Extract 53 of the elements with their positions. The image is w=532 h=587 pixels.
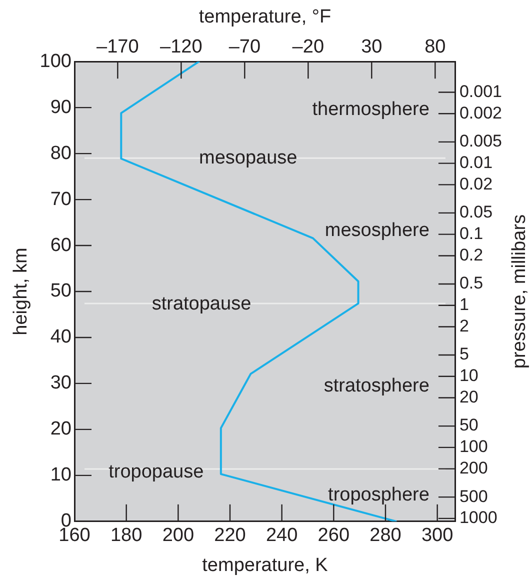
x2-tick-label: –120 bbox=[160, 36, 202, 58]
x-axis-title: temperature, K bbox=[202, 554, 328, 576]
y-tick-label: 60 bbox=[50, 234, 72, 256]
y-tick-label: 50 bbox=[50, 280, 72, 302]
x2-tick-label: –20 bbox=[292, 36, 324, 58]
annotation: stratopause bbox=[152, 294, 252, 315]
x-tick-label: 180 bbox=[110, 525, 142, 546]
y2-tick-label: 0.01 bbox=[459, 152, 493, 172]
x2-tick-label: 80 bbox=[424, 36, 446, 58]
y2-tick-label: 50 bbox=[459, 416, 478, 435]
y2-tick-label: 0.2 bbox=[459, 245, 484, 264]
x2-tick-label: 30 bbox=[361, 36, 382, 58]
y-tick-label: 90 bbox=[50, 96, 72, 118]
y2-tick-label: 0.005 bbox=[459, 132, 502, 151]
y2-tick-label: 500 bbox=[459, 486, 488, 506]
y-tick-label: 20 bbox=[50, 418, 72, 440]
y2-tick-label: 0.1 bbox=[459, 224, 484, 244]
annotation: tropopause bbox=[108, 461, 204, 482]
y-tick-label: 30 bbox=[50, 372, 72, 394]
x-tick-label: 200 bbox=[162, 525, 194, 546]
y-tick-label: 70 bbox=[50, 188, 72, 210]
y2-tick-label: 0.02 bbox=[459, 174, 493, 194]
y-tick-label: 80 bbox=[50, 142, 72, 164]
annotation: stratosphere bbox=[324, 375, 430, 396]
y2-tick-label: 2 bbox=[459, 316, 469, 336]
y2-tick-label: 200 bbox=[459, 458, 488, 478]
x2-tick-label: –170 bbox=[96, 36, 139, 58]
y2-tick-label: 5 bbox=[459, 344, 469, 364]
y2-tick-label: 20 bbox=[459, 387, 478, 406]
y2-tick-label: 1000 bbox=[459, 508, 498, 528]
annotation: mesopause bbox=[199, 147, 298, 168]
annotation: troposphere bbox=[328, 484, 430, 506]
x-tick-label: 240 bbox=[266, 525, 298, 546]
x2-axis-title: temperature, °F bbox=[198, 6, 332, 28]
y2-tick-label: 0.05 bbox=[459, 202, 493, 222]
y-axis-title: height, km bbox=[10, 248, 32, 336]
y2-tick-label: 1 bbox=[459, 295, 469, 314]
y2-tick-label: 0.001 bbox=[459, 82, 502, 101]
y2-tick-label: 0.5 bbox=[459, 274, 484, 293]
y-tick-label: 10 bbox=[50, 464, 72, 486]
y2-tick-label: 0.002 bbox=[459, 103, 502, 122]
x-tick-label: 280 bbox=[370, 525, 402, 546]
y2-tick-label: 10 bbox=[459, 366, 478, 386]
annotation: thermosphere bbox=[312, 99, 430, 120]
y-tick-label: 100 bbox=[40, 50, 72, 72]
x-tick-label: 260 bbox=[318, 525, 350, 546]
y-tick-label: 40 bbox=[50, 326, 72, 348]
annotation: mesosphere bbox=[324, 220, 430, 242]
y2-tick-label: 100 bbox=[459, 437, 488, 456]
x-tick-label: 300 bbox=[421, 525, 454, 546]
x2-tick-label: –70 bbox=[228, 36, 261, 58]
y2-axis-title: pressure, millibars bbox=[509, 214, 530, 369]
x-tick-label: 220 bbox=[214, 525, 246, 546]
